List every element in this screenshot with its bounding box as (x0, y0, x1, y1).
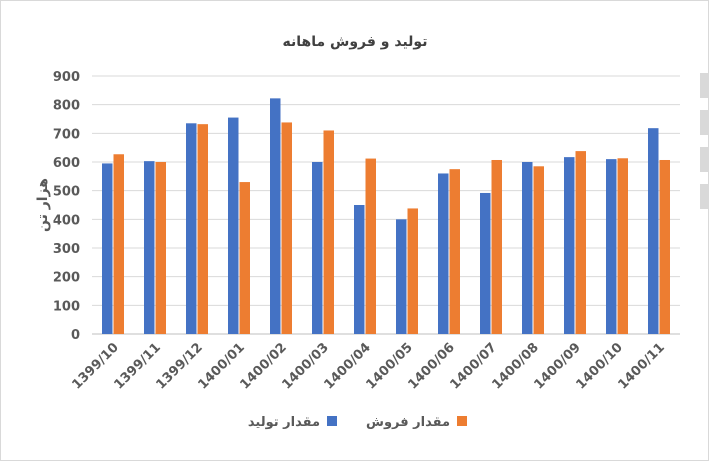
bar-sales (659, 159, 670, 334)
y-tick-label: 200 (53, 271, 80, 286)
cropped-legend-mark (700, 110, 709, 135)
bar-production (144, 161, 155, 334)
bar-sales (407, 208, 418, 334)
bar-sales (617, 158, 628, 334)
bar-production (312, 162, 323, 334)
y-tick-label: 0 (71, 328, 80, 343)
y-tick-label: 600 (53, 156, 80, 171)
bars (102, 98, 670, 334)
right-edge-cropped-legend (700, 73, 709, 209)
bar-production (228, 117, 239, 334)
legend-label: مقدار فروش (366, 415, 450, 430)
y-tick-label: 900 (53, 70, 80, 85)
bar-production (270, 98, 281, 334)
bar-production (438, 173, 449, 334)
bar-sales (365, 158, 376, 334)
y-tick-labels: 0 100 200 300 400 500 600 700 800 900 (53, 70, 80, 343)
bar-sales (491, 159, 502, 334)
legend: مقدار تولید مقدار فروش (248, 415, 467, 430)
legend-swatch (457, 416, 467, 426)
bar-production (102, 163, 113, 334)
bar-production (396, 219, 407, 334)
y-tick-label: 300 (53, 242, 80, 257)
y-tick-label: 700 (53, 127, 80, 142)
y-axis-label: هزار تن (35, 178, 51, 232)
bar-production (186, 123, 197, 334)
chart-title: تولید و فروش ماهانه (283, 34, 428, 50)
bar-production (522, 162, 533, 334)
bar-production (648, 128, 659, 334)
bar-sales (323, 130, 334, 334)
bar-sales (575, 151, 586, 334)
y-tick-label: 800 (53, 99, 80, 114)
legend-swatch (327, 416, 337, 426)
bar-sales (197, 124, 208, 334)
bar-production (564, 157, 575, 334)
cropped-legend-mark (700, 147, 709, 172)
bar-sales (533, 166, 544, 334)
bar-production (480, 192, 491, 334)
bar-sales (449, 169, 460, 334)
legend-label: مقدار تولید (248, 415, 320, 430)
bar-production (606, 159, 617, 334)
bar-sales (113, 154, 124, 334)
bar-sales (281, 122, 292, 334)
y-tick-label: 100 (53, 299, 80, 314)
bar-production (354, 205, 365, 334)
y-tick-label: 500 (53, 185, 80, 200)
cropped-legend-mark (700, 73, 709, 98)
y-tick-label: 400 (53, 213, 80, 228)
bar-sales (239, 182, 250, 334)
cropped-legend-mark (700, 184, 709, 209)
bar-sales (155, 162, 166, 334)
